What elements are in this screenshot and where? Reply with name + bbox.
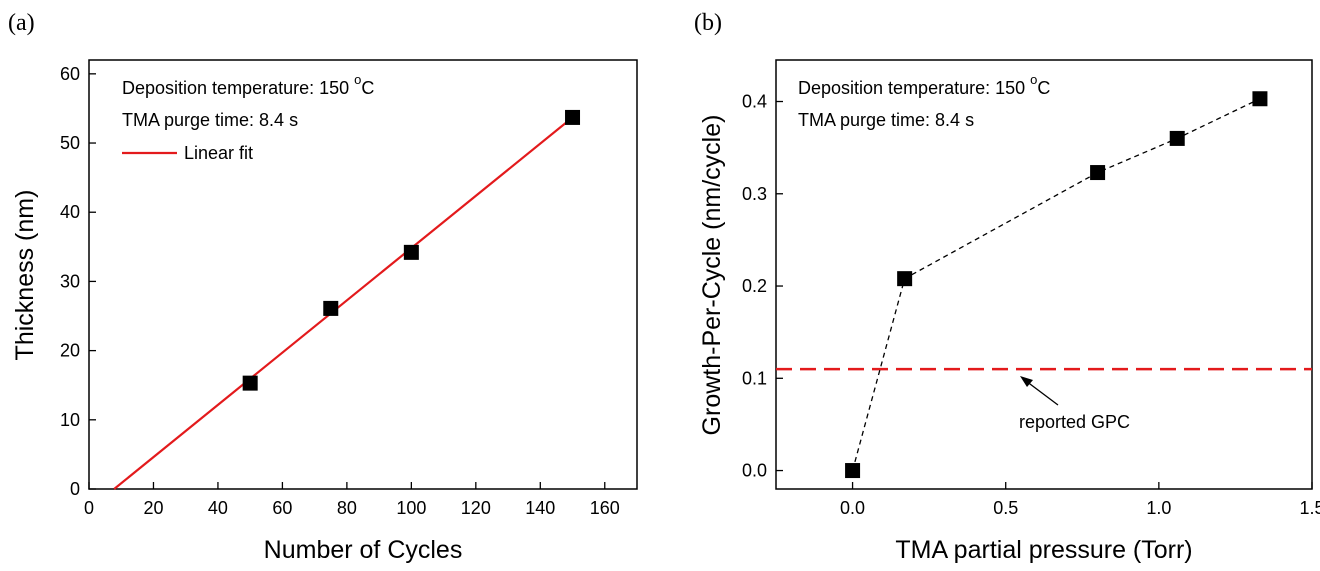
x-tick-label: 0.0 [840,498,865,518]
x-tick-label: 0 [84,498,94,518]
x-axis-label-a: Number of Cycles [264,536,463,564]
y-axis-label-a: Thickness (nm) [11,190,39,361]
y-tick-label: 20 [60,341,80,361]
points-b [845,91,1268,479]
y-tick-label: 60 [60,64,80,84]
thickness-point [323,300,339,316]
fit-line-a [113,116,574,490]
annotation-b-line2: TMA purge time: 8.4 s [798,110,974,130]
y-tick-label: 50 [60,133,80,153]
annotation-b-line1: Deposition temperature: 150 oC [798,72,1050,98]
y-tick-label: 0.2 [742,276,767,296]
annotation-a-line2: TMA purge time: 8.4 s [122,110,298,130]
ticks-a: 0 20 40 60 80 100 120 140 160 0 10 20 30 40 50 60 [60,64,620,518]
x-tick-label: 120 [461,498,491,518]
y-tick-label: 10 [60,410,80,430]
x-tick-label: 60 [272,498,292,518]
gpc-point [1169,130,1185,146]
thickness-point [565,109,581,125]
x-tick-label: 160 [590,498,620,518]
plot-frame-a [88,59,638,490]
annotation-b-degree: o [1030,72,1037,87]
y-tick-label: 0.1 [742,368,767,388]
x-tick-label: 40 [208,498,228,518]
chart-a: 0 20 40 60 80 100 120 140 160 0 10 20 30 40 50 60 Depos… [11,59,638,564]
y-tick-label: 30 [60,271,80,291]
ticks-b: 0.0 0.5 1.0 1.5 0.0 0.1 0.2 0.3 0.4 [742,92,1320,518]
y-tick-label: 0.3 [742,184,767,204]
thickness-point [403,244,419,260]
annotation-a-line1-text: Deposition temperature: 150 [122,78,354,98]
y-axis-label-b: Growth-Per-Cycle (nm/cycle) [698,115,726,436]
linear-fit-line [113,116,574,490]
annotation-b-unit: C [1037,78,1050,98]
reference-arrow-shaft [1025,380,1059,406]
plot-frame-b [775,59,1313,490]
gpc-point [1252,91,1268,107]
thickness-point [242,375,258,391]
chart-b: 0.0 0.5 1.0 1.5 0.0 0.1 0.2 0.3 0.4 Deposition t… [698,59,1320,564]
x-tick-label: 0.5 [993,498,1018,518]
annotation-a-degree: o [354,72,361,87]
gpc-point [1090,165,1106,181]
gpc-point [897,271,913,287]
panel-label-b: (b) [694,10,722,36]
reference-arrow-head [1020,376,1033,387]
x-tick-label: 100 [396,498,426,518]
y-tick-label: 0.4 [742,92,767,112]
points-a [242,109,581,391]
reference-label: reported GPC [1019,412,1130,432]
x-tick-label: 140 [525,498,555,518]
annotation-b-line1-text: Deposition temperature: 150 [798,78,1030,98]
y-tick-label: 0 [70,479,80,499]
x-tick-label: 1.0 [1146,498,1171,518]
x-tick-label: 1.5 [1299,498,1320,518]
legend-label-linear-fit: Linear fit [184,143,253,163]
x-axis-label-b: TMA partial pressure (Torr) [895,536,1192,564]
annotation-a-unit: C [361,78,374,98]
panel-label-a: (a) [8,10,35,36]
annotation-a-line1: Deposition temperature: 150 oC [122,72,374,98]
x-tick-label: 80 [337,498,357,518]
x-tick-label: 20 [143,498,163,518]
y-tick-label: 40 [60,202,80,222]
y-tick-label: 0.0 [742,461,767,481]
gpc-point [845,463,861,479]
